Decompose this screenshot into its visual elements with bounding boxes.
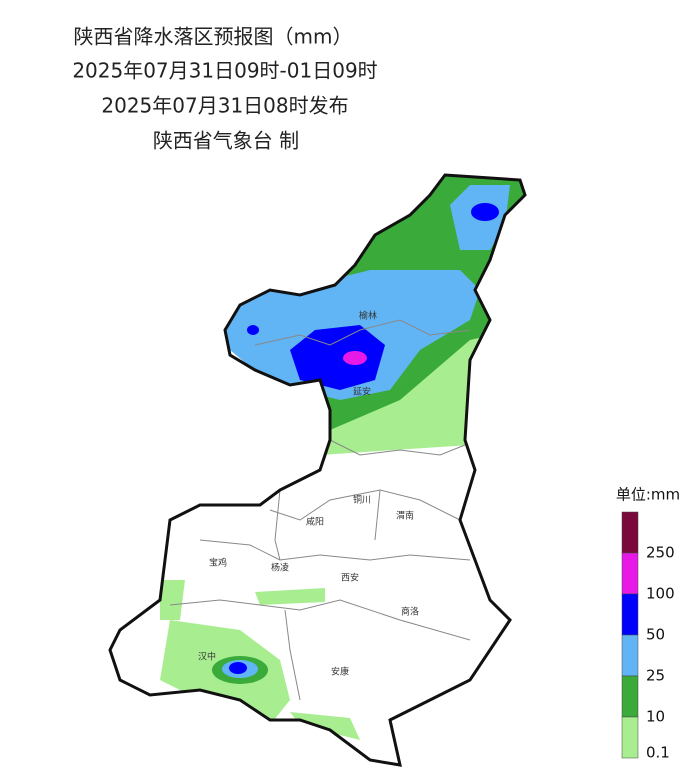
legend-label: 50 bbox=[646, 626, 665, 644]
city-label: 榆林 bbox=[359, 310, 377, 322]
legend-title: 单位:mm bbox=[616, 486, 680, 504]
city-label: 商洛 bbox=[401, 606, 419, 618]
title-line: 陕西省气象台 制 bbox=[153, 129, 299, 153]
city-label: 杨凌 bbox=[271, 562, 289, 574]
legend-swatch bbox=[621, 675, 639, 718]
legend-swatch bbox=[621, 634, 639, 677]
legend-swatch bbox=[621, 552, 639, 595]
city-label: 铜川 bbox=[353, 494, 371, 506]
district-borders bbox=[169, 319, 471, 701]
city-label: 咸阳 bbox=[306, 516, 324, 528]
city-label: 安康 bbox=[331, 666, 349, 678]
legend-swatch bbox=[621, 716, 639, 759]
title-line: 2025年07月31日09时-01日09时 bbox=[72, 59, 377, 83]
legend-label: 25 bbox=[646, 667, 665, 685]
title-line: 陕西省降水落区预报图（mm） bbox=[74, 25, 353, 49]
title-line: 2025年07月31日08时发布 bbox=[101, 94, 348, 118]
city-label: 延安 bbox=[353, 386, 371, 398]
legend-label: 10 bbox=[646, 708, 665, 726]
city-label: 西安 bbox=[341, 572, 359, 584]
legend-label: 100 bbox=[646, 585, 675, 603]
city-label: 汉中 bbox=[198, 651, 216, 663]
legend-swatch bbox=[621, 511, 639, 554]
legend-label: 0.1 bbox=[646, 744, 670, 762]
legend-swatch bbox=[621, 593, 639, 636]
city-label: 渭南 bbox=[396, 510, 414, 522]
city-label: 宝鸡 bbox=[209, 557, 227, 569]
legend-label: 250 bbox=[646, 544, 675, 562]
